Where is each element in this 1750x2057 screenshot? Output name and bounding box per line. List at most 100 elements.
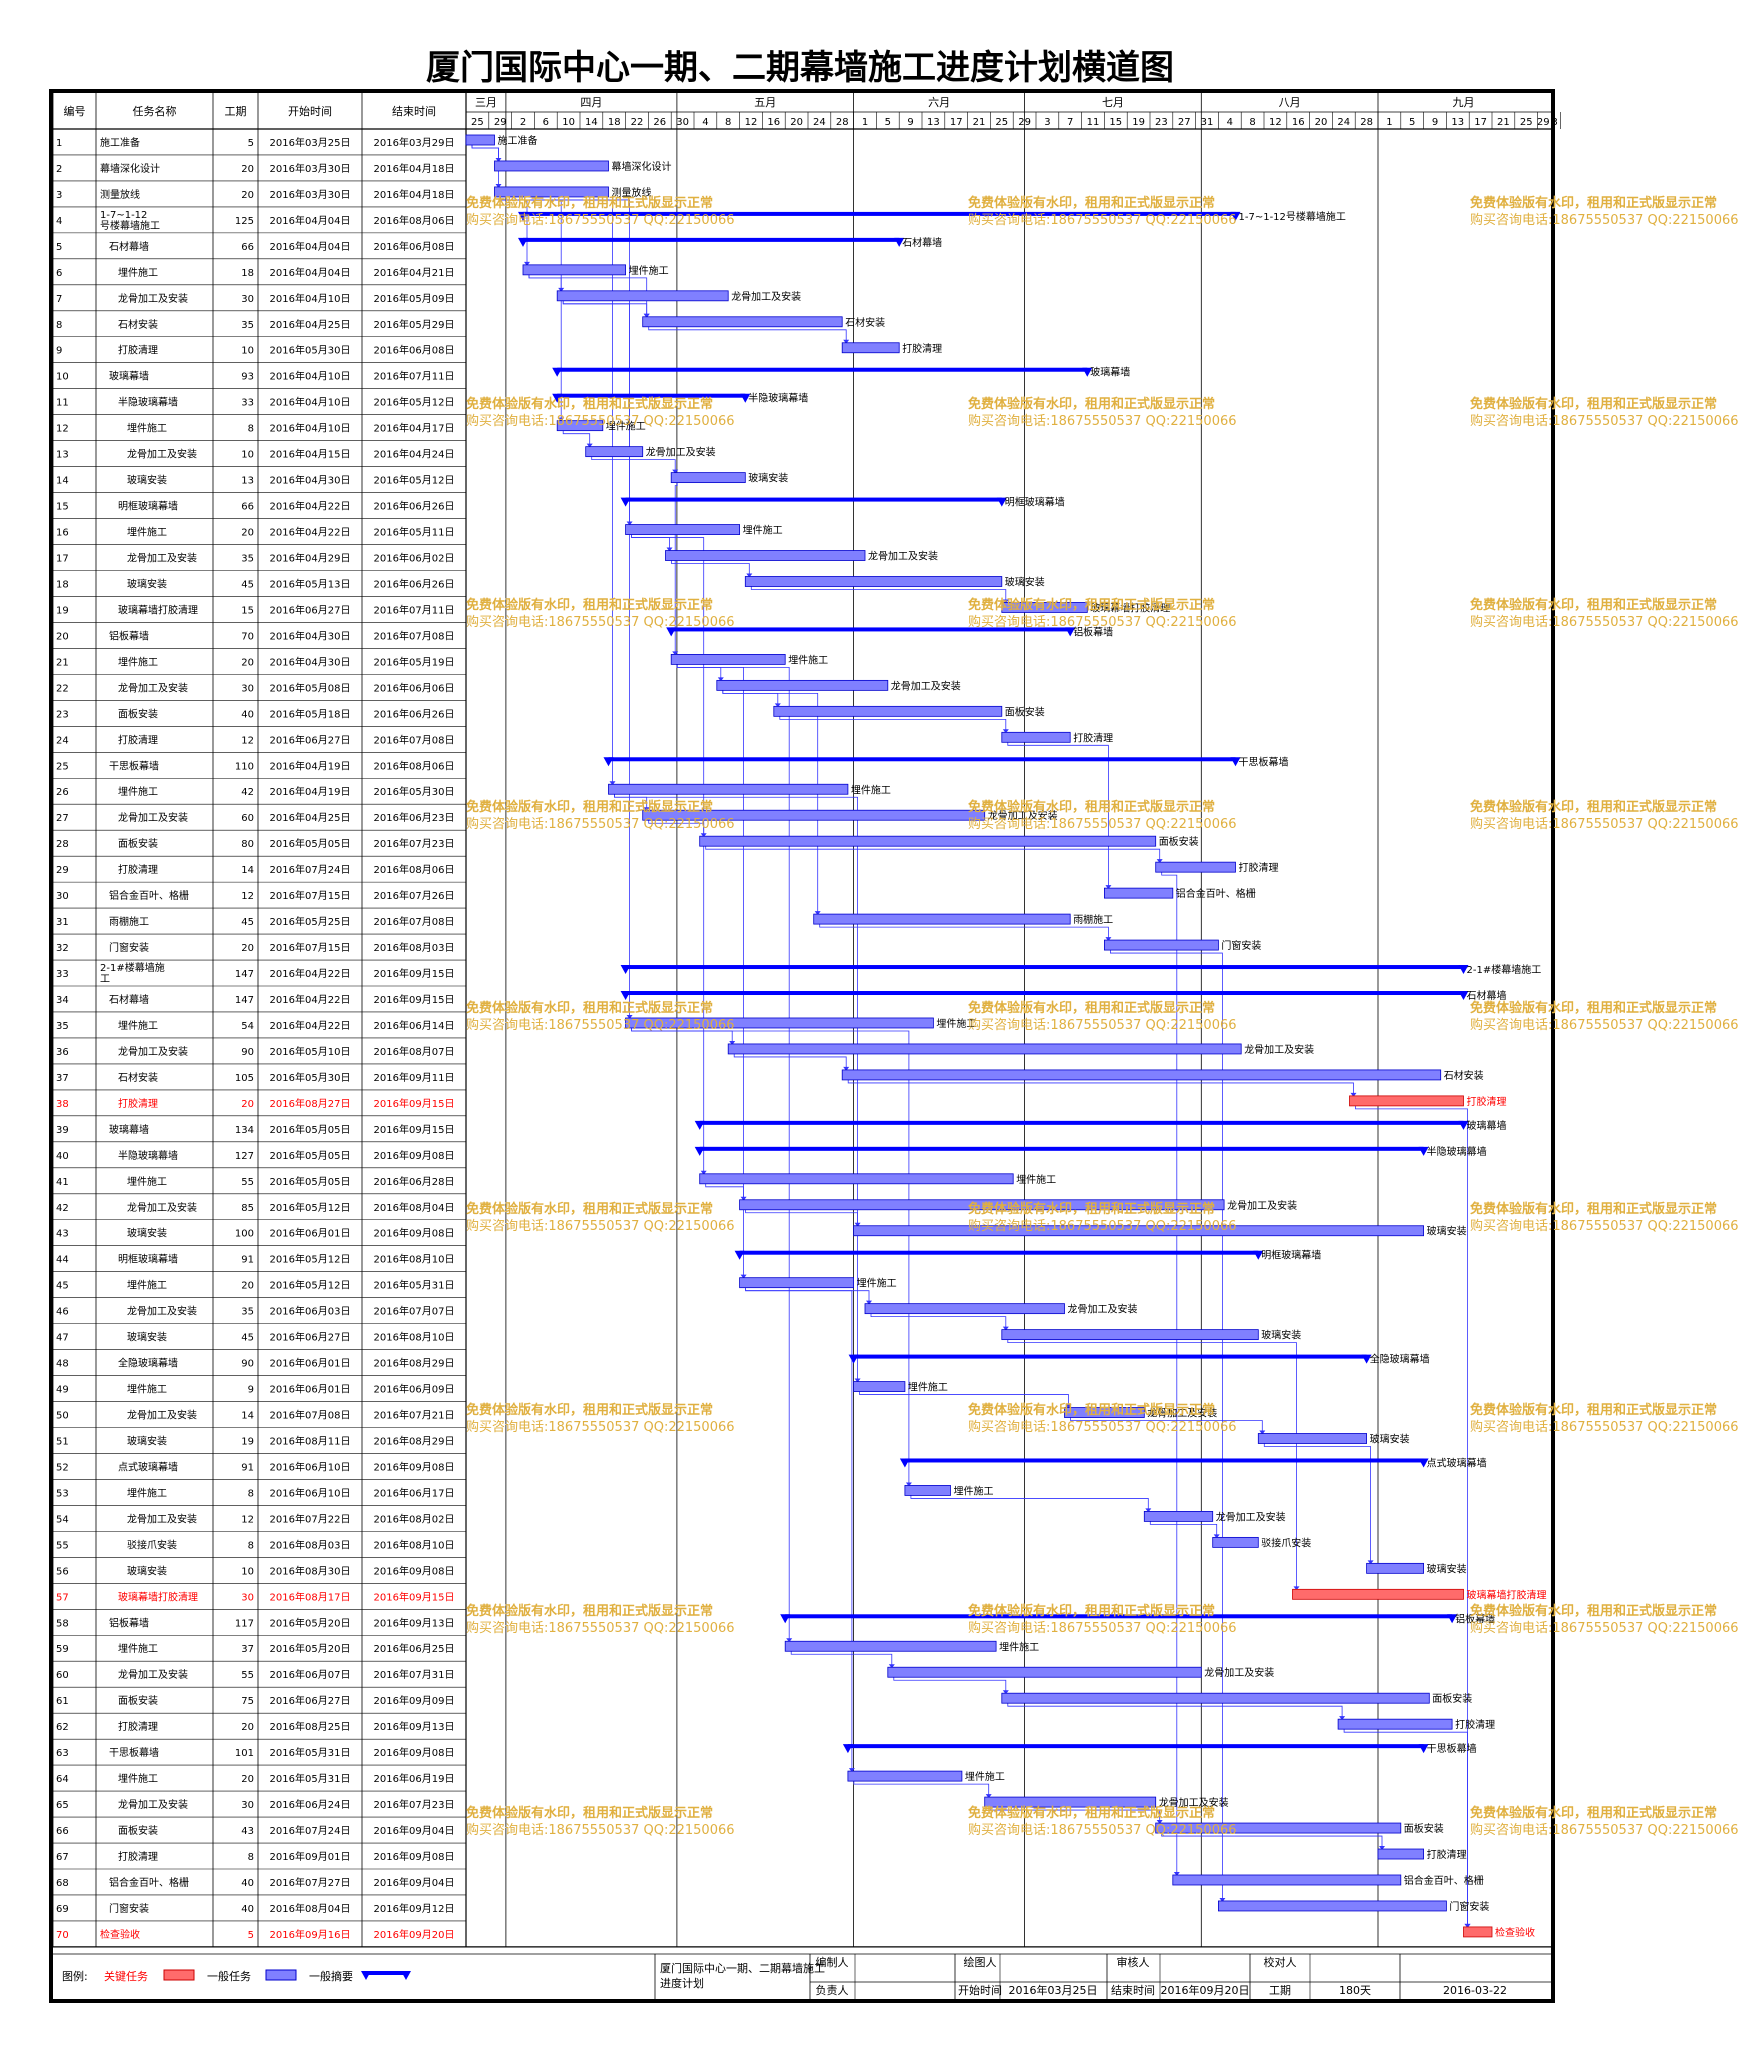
row-id: 47	[56, 1333, 69, 1344]
task-bar	[1366, 1562, 1424, 1574]
row-name: 龙骨加工及安装	[118, 1045, 188, 1058]
row-name: 2-1#楼幕墙施	[100, 961, 165, 974]
row-id: 29	[56, 865, 69, 876]
task-bar	[556, 420, 604, 432]
row-name: 埋件施工	[118, 266, 158, 279]
task-bar	[1104, 887, 1174, 899]
row-name: 龙骨加工及安装	[118, 292, 188, 305]
row-id: 5	[56, 242, 62, 253]
dependency-arrow	[774, 703, 781, 708]
summary-end-marker	[894, 237, 905, 247]
task-bar	[642, 809, 986, 821]
row-duration: 66	[241, 502, 254, 513]
row-start: 2016年09月01日	[270, 1850, 351, 1863]
dependency-link	[631, 1026, 910, 1487]
summary-end-marker	[1230, 211, 1241, 221]
watermark-text: 购买咨询电话:18675550537 QQ:22150066	[968, 1419, 1237, 1435]
row-end: 2016年06月23日	[374, 811, 455, 824]
bar-label: 1-7~1-12号楼幕墙施工	[1239, 210, 1346, 223]
day-tick-label: 10	[562, 117, 575, 128]
row-duration: 43	[241, 1826, 254, 1837]
row-end: 2016年04月24日	[374, 448, 455, 461]
row-duration: 20	[241, 528, 254, 539]
day-tick-label: 18	[608, 117, 621, 128]
row-start: 2016年05月05日	[270, 1149, 351, 1162]
watermark-text: 购买咨询电话:18675550537 QQ:22150066	[968, 614, 1237, 630]
day-tick-label: 17	[950, 117, 963, 128]
dependency-arrow	[626, 1014, 633, 1019]
row-name: 打胶清理	[118, 1097, 158, 1110]
day-tick-label: 24	[1337, 117, 1350, 128]
summary-end-marker	[1082, 367, 1093, 377]
row-start: 2016年07月15日	[270, 889, 351, 902]
row-name: 石材幕墙	[109, 993, 149, 1006]
bar-label: 半隐玻璃幕墙	[748, 392, 808, 405]
dependency-arrow	[1002, 729, 1009, 734]
row-name: 埋件施工	[118, 1772, 158, 1785]
dependency-arrow	[717, 677, 724, 682]
row-duration: 105	[235, 1073, 254, 1084]
row-id: 13	[56, 450, 69, 461]
row-start: 2016年04月04日	[270, 214, 351, 227]
row-duration: 5	[248, 1930, 254, 1941]
bar-label: 干思板幕墙	[1239, 755, 1289, 768]
row-end: 2016年05月19日	[374, 655, 455, 668]
bar-label: 埋件施工	[788, 653, 828, 666]
summary-end-marker	[1361, 1354, 1372, 1364]
dependency-arrow	[1293, 1586, 1300, 1591]
summary-start-marker	[620, 965, 631, 975]
row-start: 2016年05月31日	[270, 1746, 351, 1759]
dependency-link	[745, 1286, 853, 1773]
day-tick-label: 21	[973, 117, 986, 128]
summary-end-marker	[1253, 1250, 1264, 1260]
legend-summary-marker	[361, 1971, 371, 1980]
row-start: 2016年04月25日	[270, 318, 351, 331]
row-duration: 35	[241, 320, 254, 331]
dependency-arrow	[746, 573, 753, 578]
footer-checker-label: 校对人	[1264, 1955, 1297, 1969]
watermark-text: 购买咨询电话:18675550537 QQ:22150066	[968, 1822, 1237, 1838]
row-start: 2016年04月30日	[270, 474, 351, 487]
row-name: 干思板幕墙	[109, 759, 159, 772]
row-start: 2016年06月27日	[270, 1694, 351, 1707]
row-id: 49	[56, 1385, 69, 1396]
task-bar	[853, 1225, 1424, 1237]
bar-label: 埋件施工	[857, 1277, 897, 1290]
bar-label: 幕墙深化设计	[612, 160, 672, 173]
dependency-link	[1007, 741, 1109, 890]
bar-label: 龙骨加工及安装	[731, 290, 801, 303]
dependency-arrow	[843, 339, 850, 344]
day-tick-label: 9	[907, 117, 913, 128]
task-bar	[1292, 1588, 1464, 1600]
bar-label: 全隐玻璃幕墙	[1370, 1353, 1430, 1366]
task-bar	[585, 446, 644, 458]
row-duration: 70	[241, 631, 254, 642]
dependency-arrow	[729, 1040, 736, 1045]
task-bar	[1155, 1822, 1402, 1834]
task-bar	[1212, 1536, 1259, 1548]
row-start: 2016年04月22日	[270, 993, 351, 1006]
row-end: 2016年06月06日	[374, 681, 455, 694]
watermark-text: 免费体验版有水印，租用和正式版显示正常	[466, 799, 713, 815]
task-bar	[1143, 1511, 1214, 1522]
bar-label: 龙骨加工及安装	[646, 446, 716, 459]
dependency-arrow	[888, 1664, 895, 1669]
row-name: 龙骨加工及安装	[118, 681, 188, 694]
row-start: 2016年03月25日	[270, 136, 351, 149]
row-id: 38	[56, 1099, 69, 1110]
dependency-link	[500, 195, 562, 422]
row-start: 2016年04月10日	[270, 396, 351, 409]
row-end: 2016年07月23日	[374, 837, 455, 850]
row-end: 2016年09月08日	[374, 1149, 455, 1162]
row-duration: 20	[241, 164, 254, 175]
row-id: 25	[56, 761, 69, 772]
task-bar	[744, 576, 1003, 587]
row-id: 55	[56, 1540, 69, 1551]
task-bar	[739, 1199, 1225, 1211]
dependency-link	[859, 1390, 1069, 1409]
footer-project-name: 厦门国际中心一期、二期幕墙施工	[660, 1961, 825, 1975]
day-tick-label: 21	[1497, 117, 1510, 128]
dependency-link	[745, 1208, 858, 1227]
watermark-text: 购买咨询电话:18675550537 QQ:22150066	[466, 1822, 735, 1838]
